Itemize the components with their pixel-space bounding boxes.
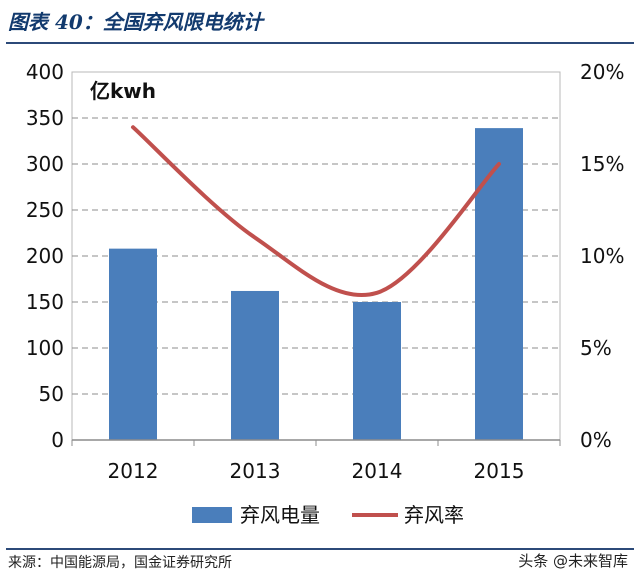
axes: 2012 2013 2014 2015 0 50 100 150 200 250 300 350 400… [26,60,625,483]
bar-2014 [353,302,401,440]
legend-swatch-bar [192,507,232,523]
x-tick-label: 2015 [474,459,525,483]
y-tick-label: 300 [26,152,64,176]
source-note: 来源：中国能源局，国金证券研究所 [8,555,232,571]
x-tick-label: 2012 [108,459,159,483]
chart-title: 图表 40：全国弃风限电统计 [8,10,263,34]
bar-series [109,128,523,440]
unit-label: 亿kwh [90,79,156,103]
bar-2015 [475,128,523,440]
legend-label-bar: 弃风电量 [240,503,320,527]
y-tick-label: 350 [26,106,64,130]
y-tick-label: 200 [26,244,64,268]
y-tick-label: 250 [26,198,64,222]
y-tick-label: 100 [26,336,64,360]
footer-divider [6,548,634,550]
y2-tick-label: 15% [580,152,624,176]
x-tick-label: 2013 [230,459,281,483]
y2-tick-label: 5% [580,336,612,360]
y2-tick-label: 0% [580,428,612,452]
line-series [131,125,501,297]
line-rate-curve [131,125,501,297]
watermark: 头条 @未来智库 [518,552,628,570]
y-tick-label: 150 [26,290,64,314]
y-tick-label: 50 [39,382,64,406]
bar-2012 [109,248,157,440]
title-divider [6,42,634,44]
y2-tick-label: 20% [580,60,624,84]
x-tick-label: 2014 [352,459,403,483]
bar-2013 [231,290,279,440]
y-tick-label: 400 [26,60,64,84]
legend: 弃风电量 弃风率 [192,503,464,527]
y2-tick-label: 10% [580,244,624,268]
y-tick-label: 0 [51,428,64,452]
legend-label-line: 弃风率 [404,503,464,527]
